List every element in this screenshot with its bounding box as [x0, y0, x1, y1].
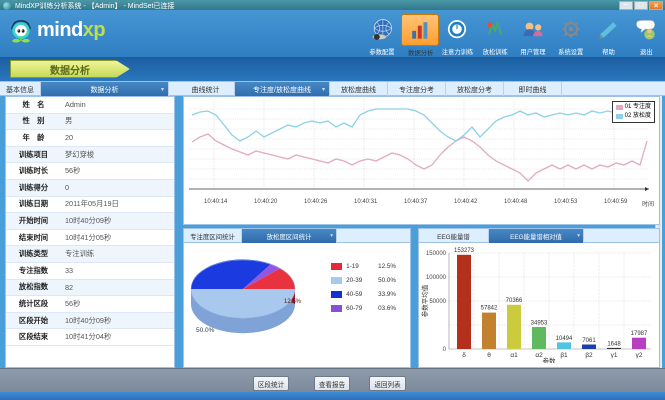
svg-text:57842: 57842 [481, 306, 498, 312]
svg-text:θ: θ [487, 352, 491, 359]
svg-text:α1: α1 [510, 352, 518, 359]
svg-text:β2: β2 [585, 352, 593, 359]
svg-text:δ: δ [462, 352, 466, 359]
svg-text:17987: 17987 [631, 331, 648, 337]
svg-text:参数平均值: 参数平均值 [420, 284, 429, 317]
svg-text:34953: 34953 [531, 321, 548, 327]
svg-text:β1: β1 [560, 352, 568, 359]
svg-text:参数: 参数 [543, 356, 557, 363]
svg-text:50000: 50000 [429, 299, 446, 305]
svg-text:1648: 1648 [607, 342, 621, 348]
svg-text:γ1: γ1 [611, 352, 618, 359]
svg-text:70366: 70366 [506, 298, 523, 304]
svg-text:150000: 150000 [426, 251, 447, 257]
svg-text:γ2: γ2 [636, 352, 643, 359]
svg-text:153273: 153273 [454, 248, 475, 254]
svg-text:100000: 100000 [426, 275, 447, 281]
svg-text:7061: 7061 [582, 338, 596, 344]
svg-text:0: 0 [443, 347, 447, 353]
svg-text:10494: 10494 [556, 336, 573, 342]
